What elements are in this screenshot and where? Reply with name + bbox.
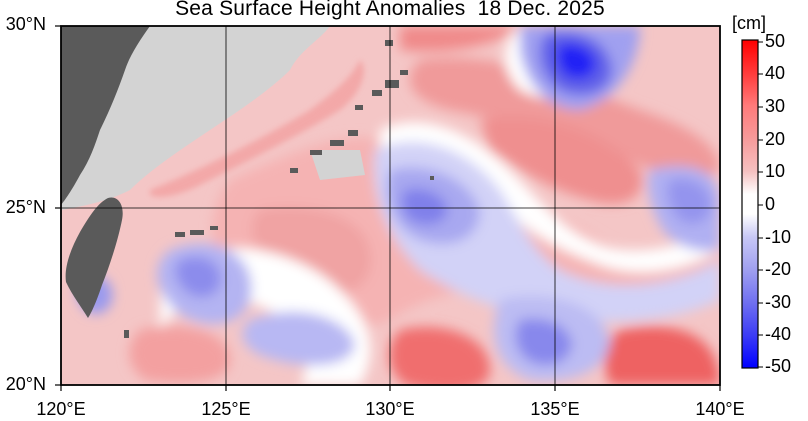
lon-label-135e: 135°E	[530, 399, 580, 419]
colorbar-label: -40	[765, 324, 792, 344]
colorbar-label: -20	[765, 259, 792, 279]
lat-label-20n: 20°N	[5, 374, 46, 394]
land-ryukyu-islands	[124, 40, 434, 338]
land-mainland	[61, 26, 150, 205]
colorbar-unit: [cm]	[732, 13, 766, 33]
lon-label-140e: 140°E	[695, 399, 745, 419]
kuroshio-band	[150, 60, 364, 197]
colorbar-label: 20	[765, 129, 786, 149]
colorbar-label: 50	[765, 31, 786, 51]
graticule	[61, 26, 720, 385]
colorbar	[741, 39, 759, 369]
colorbar-label: -30	[765, 292, 792, 312]
land-taiwan	[65, 197, 123, 318]
lat-label-25n: 25°N	[5, 197, 46, 217]
colorbar-label: 30	[765, 96, 786, 116]
no-data-patch	[310, 150, 365, 180]
lon-label-125e: 125°E	[201, 399, 251, 419]
colorbar-label: -50	[765, 356, 792, 376]
ssha-field	[76, 26, 720, 385]
colorbar-label: 0	[765, 194, 776, 214]
map-title: Sea Surface Height Anomalies 18 Dec. 202…	[175, 0, 605, 20]
colorbar-ticks	[758, 41, 763, 368]
colorbar-label: 10	[765, 161, 786, 181]
lon-label-120e: 120°E	[36, 399, 86, 419]
lon-label-130e: 130°E	[365, 399, 415, 419]
axis-ticks	[55, 25, 721, 391]
lat-label-30n: 30°N	[5, 14, 46, 34]
colorbar-label: 40	[765, 63, 786, 83]
no-data-region	[61, 26, 330, 210]
colorbar-label: -10	[765, 227, 792, 247]
